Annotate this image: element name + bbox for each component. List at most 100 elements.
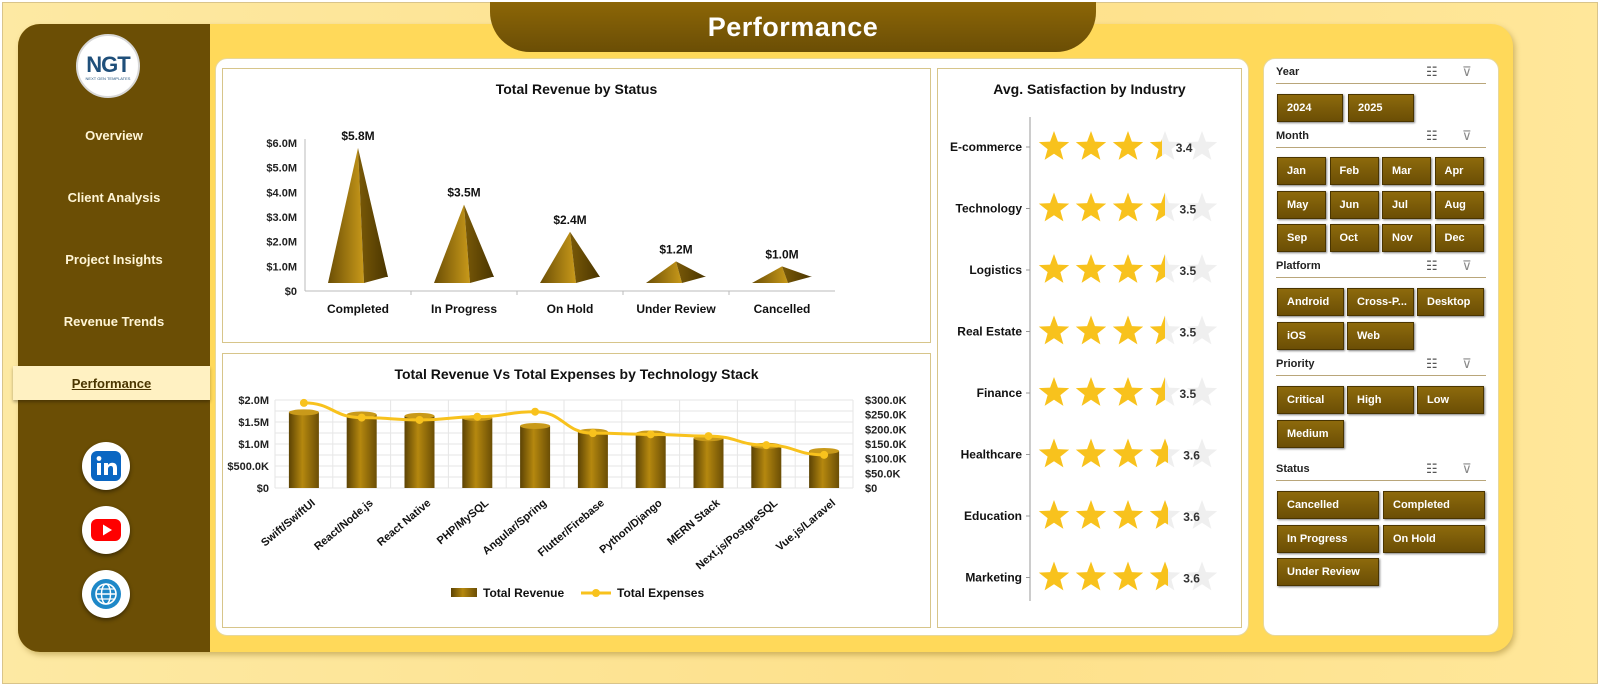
pyramid-side-1 (464, 204, 494, 283)
pyramid-front-2 (540, 231, 576, 283)
nav-overview[interactable]: Overview (85, 127, 143, 143)
youtube-button[interactable] (82, 506, 130, 554)
slicer-month-button[interactable]: Feb (1329, 157, 1379, 185)
slicer-platform-button[interactable]: Android (1277, 288, 1344, 316)
multi-select-icon[interactable]: ☷ (1426, 64, 1438, 79)
revenue-bar-1 (346, 414, 377, 488)
page-title-tab: Performance (490, 2, 1096, 52)
revenue-bar-4 (520, 425, 551, 488)
slicer-month-button[interactable]: Apr (1434, 157, 1484, 185)
clear-filter-icon[interactable]: ⊽ (1462, 356, 1472, 371)
slicer-month-button[interactable]: Jun (1329, 190, 1379, 219)
rating-star-5-4 (1186, 438, 1218, 468)
sidebar: NGT NEXT GEN TEMPLATES Overview Client A… (13, 24, 210, 652)
rating-value-label: 3.6 (1183, 510, 1200, 524)
x-tick-label: Swift/SwiftUI (259, 497, 318, 549)
slicer-year-button[interactable]: 2025 (1348, 94, 1414, 122)
rating-star-7-2 (1112, 561, 1144, 591)
page-title: Performance (707, 11, 879, 42)
slicer-status-button[interactable]: Cancelled (1277, 491, 1379, 519)
slicer-priority-button[interactable]: Medium (1277, 419, 1344, 448)
slicer-platform-button[interactable]: Cross-P... (1347, 288, 1414, 316)
slicer-status-button[interactable]: On Hold (1383, 524, 1485, 553)
x-tick-label: Python/Django (597, 497, 664, 556)
y-tick-label: $3.0M (266, 212, 297, 224)
multi-select-icon[interactable]: ☷ (1426, 356, 1438, 371)
industry-label: Healthcare (961, 448, 1023, 462)
multi-select-icon[interactable]: ☷ (1426, 128, 1438, 143)
chart-title-revenue-expenses: Total Revenue Vs Total Expenses by Techn… (394, 366, 759, 382)
expenses-point-7 (704, 432, 713, 441)
logo-text: NGT (86, 51, 130, 77)
clear-filter-icon[interactable]: ⊽ (1462, 64, 1472, 79)
rating-star-1-2 (1112, 192, 1144, 222)
x-tick-label: PHP/MySQL (435, 497, 492, 547)
expenses-point-1 (357, 413, 366, 422)
rating-value-label: 3.4 (1176, 141, 1193, 155)
slicer-month-button[interactable]: May (1277, 190, 1326, 219)
slicer-priority-button[interactable]: Critical (1277, 386, 1344, 414)
rating-star-7-0 (1038, 561, 1070, 591)
slicer-month-button[interactable]: Dec (1434, 224, 1484, 252)
rating-star-7-4 (1186, 561, 1218, 591)
clear-filter-icon[interactable]: ⊽ (1462, 128, 1472, 143)
slicer-status-button[interactable]: In Progress (1277, 524, 1379, 553)
slicer-header-platform: Platform ☷ ⊽ (1276, 258, 1486, 278)
slicer-status-button[interactable]: Completed (1383, 491, 1485, 519)
pyramid-front-0 (328, 147, 364, 283)
rating-star-1-1 (1075, 192, 1107, 222)
slicer-month-button[interactable]: Mar (1382, 157, 1431, 185)
slicer-platform-button[interactable]: Desktop (1417, 288, 1484, 316)
multi-select-icon[interactable]: ☷ (1426, 461, 1438, 476)
slicer-platform-button[interactable]: iOS (1277, 321, 1344, 350)
rating-star-4-3 (1149, 377, 1181, 406)
slicer-header-month: Month ☷ ⊽ (1276, 128, 1486, 148)
slicer-month-button[interactable]: Aug (1434, 190, 1484, 219)
slicer-month-button[interactable]: Sep (1277, 224, 1326, 252)
clear-filter-icon[interactable]: ⊽ (1462, 461, 1472, 476)
y-right-tick-label: $50.0K (865, 468, 901, 480)
slicer-platform-button[interactable]: Web (1347, 321, 1414, 350)
industry-label: Education (964, 509, 1022, 523)
rating-star-4-1 (1075, 377, 1107, 406)
rating-star-6-4 (1186, 500, 1218, 529)
rating-star-2-4 (1186, 254, 1218, 283)
revenue-bar-cap-4 (520, 422, 551, 429)
nav-client-analysis[interactable]: Client Analysis (67, 189, 161, 205)
expenses-point-8 (762, 441, 771, 450)
revenue-bar-6 (635, 433, 666, 488)
slicer-year-button[interactable]: 2024 (1277, 94, 1343, 122)
nav-performance[interactable]: Performance (13, 366, 210, 400)
multi-select-icon[interactable]: ☷ (1426, 258, 1438, 273)
globe-icon (91, 579, 121, 609)
revenue-bar-2 (404, 415, 435, 488)
rating-value-label: 3.6 (1183, 572, 1200, 586)
slicer-month-button[interactable]: Jul (1382, 190, 1431, 219)
slicer-month-button[interactable]: Nov (1382, 224, 1431, 252)
youtube-icon (91, 519, 121, 541)
slicer-priority-button[interactable]: High (1347, 386, 1414, 414)
clear-filter-icon[interactable]: ⊽ (1462, 258, 1472, 273)
rating-value-label: 3.5 (1180, 203, 1197, 217)
slicer-priority-button[interactable]: Low (1417, 386, 1484, 414)
nav-project-insights[interactable]: Project Insights (65, 251, 163, 267)
website-button[interactable] (82, 570, 130, 618)
x-tick-label: MERN Stack (665, 497, 723, 548)
rating-star-4-2 (1112, 377, 1144, 406)
x-tick-label: On Hold (547, 302, 594, 316)
slicer-month-button[interactable]: Oct (1329, 224, 1379, 252)
legend-revenue-swatch (451, 588, 477, 597)
revenue-expenses-plot: $0 $500.0K $1.0M $1.5M $2.0M $0 $50.0K $100.0K $… (227, 395, 906, 600)
y-tick-label: $6.0M (266, 138, 297, 150)
slicer-month-button[interactable]: Jan (1277, 157, 1326, 185)
pyramid-front-1 (434, 204, 470, 283)
rating-value-label: 3.5 (1180, 326, 1197, 340)
y-left-tick-label: $0 (257, 483, 269, 495)
linkedin-button[interactable] (82, 442, 130, 490)
slicer-status-button[interactable]: Under Review (1277, 558, 1379, 586)
nav-revenue-trends[interactable]: Revenue Trends (63, 313, 165, 329)
rating-star-5-0 (1038, 438, 1070, 468)
expenses-point-2 (415, 415, 424, 424)
industry-label: Technology (956, 202, 1023, 216)
slicer-title: Platform (1276, 260, 1321, 272)
